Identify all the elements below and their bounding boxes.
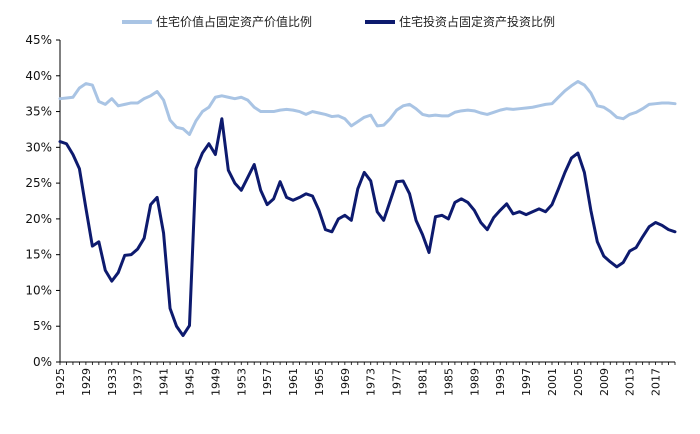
x-tick-label: 1953 bbox=[235, 368, 248, 396]
x-tick-label: 1945 bbox=[183, 368, 196, 396]
series-line-housing-investment bbox=[58, 117, 677, 338]
x-tick-label: 2009 bbox=[598, 368, 611, 396]
y-tick-label: 20% bbox=[25, 212, 52, 226]
x-tick-label: 1985 bbox=[442, 368, 455, 396]
x-tick-label: 1965 bbox=[313, 368, 326, 396]
series-layer bbox=[58, 80, 677, 338]
y-axis-ticks: 0% 5% 10% 15% 20% 25% 30% 35% 40% 45% bbox=[25, 33, 60, 369]
axes bbox=[59, 40, 675, 363]
x-tick-label: 1949 bbox=[209, 368, 222, 396]
legend-label-housing-value: 住宅价值占固定资产价值比例 bbox=[156, 14, 312, 29]
x-tick-label: 1981 bbox=[417, 368, 430, 396]
y-tick-label: 35% bbox=[25, 105, 52, 119]
y-tick-label: 5% bbox=[33, 319, 52, 333]
x-tick-label: 1977 bbox=[391, 368, 404, 396]
x-tick-label: 2017 bbox=[650, 368, 663, 396]
x-tick-label: 1993 bbox=[494, 368, 507, 396]
series-line-housing-value bbox=[58, 80, 677, 136]
y-tick-label: 40% bbox=[25, 69, 52, 83]
y-tick-label: 0% bbox=[33, 355, 52, 369]
x-tick-label: 1989 bbox=[468, 368, 481, 396]
x-tick-label: 2001 bbox=[546, 368, 559, 396]
x-tick-label: 1973 bbox=[365, 368, 378, 396]
x-tick-label: 2013 bbox=[624, 368, 637, 396]
legend-label-housing-investment: 住宅投资占固定资产投资比例 bbox=[399, 14, 555, 29]
x-tick-label: 1969 bbox=[339, 368, 352, 396]
x-tick-label: 1937 bbox=[132, 368, 145, 396]
y-tick-label: 45% bbox=[25, 33, 52, 47]
x-tick-label: 1957 bbox=[261, 368, 274, 396]
x-tick-label: 1997 bbox=[520, 368, 533, 396]
legend: 住宅价值占固定资产价值比例 住宅投资占固定资产投资比例 bbox=[122, 14, 555, 29]
x-tick-label: 1925 bbox=[54, 368, 67, 396]
x-axis-ticks: 1925 1929 1933 1937 1941 1945 1949 1953 1957 1961… bbox=[54, 362, 676, 396]
x-tick-label: 1941 bbox=[158, 368, 171, 396]
y-tick-label: 15% bbox=[25, 248, 52, 262]
x-tick-label: 1933 bbox=[106, 368, 119, 396]
y-tick-label: 30% bbox=[25, 140, 52, 154]
x-tick-label: 1929 bbox=[80, 368, 93, 396]
y-tick-label: 25% bbox=[25, 176, 52, 190]
x-tick-label: 2005 bbox=[572, 368, 585, 396]
y-tick-label: 10% bbox=[25, 283, 52, 297]
x-tick-label: 1961 bbox=[287, 368, 300, 396]
